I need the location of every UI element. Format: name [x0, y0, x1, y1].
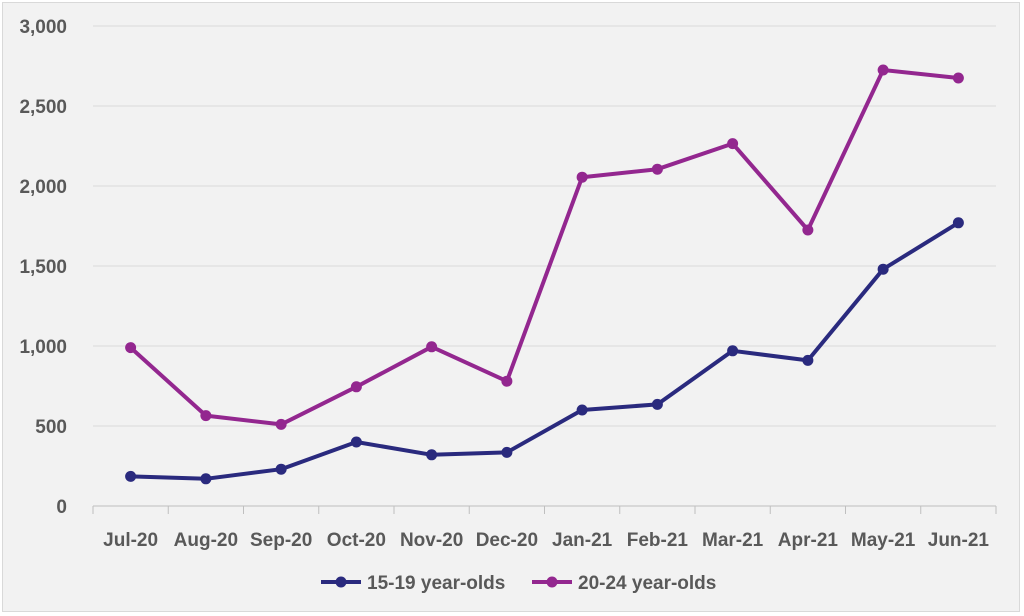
data-point [350, 381, 362, 393]
legend: 15-19 year-olds 20-24 year-olds [321, 573, 716, 594]
x-tick-label: Dec-20 [476, 530, 538, 551]
x-tick-label: Sep-20 [250, 530, 312, 551]
x-tick-label: Mar-21 [702, 530, 764, 551]
data-point [576, 171, 588, 183]
x-tick-label: Jan-21 [552, 530, 613, 551]
y-tick-label: 0 [56, 497, 67, 518]
data-point [952, 217, 964, 229]
data-point [651, 398, 663, 410]
y-tick-label: 2,000 [19, 177, 67, 198]
x-tick-label: Aug-20 [174, 530, 238, 551]
axes [92, 505, 997, 514]
data-point [651, 163, 663, 175]
data-point [877, 64, 889, 76]
data-point [727, 345, 739, 357]
y-tick-label: 3,000 [19, 17, 67, 38]
data-point [501, 375, 513, 387]
y-tick-label: 1,500 [19, 257, 67, 278]
x-tick-label: Apr-21 [778, 530, 839, 551]
data-point [426, 449, 438, 461]
data-point [501, 446, 513, 458]
x-tick-label: Feb-21 [627, 530, 689, 551]
legend-swatch-marker [335, 576, 347, 588]
data-point [802, 354, 814, 366]
x-tick-label: Jul-20 [103, 530, 158, 551]
legend-item: 20-24 year-olds [532, 573, 716, 594]
data-point [200, 473, 212, 485]
data-point [576, 404, 588, 416]
series-lines [125, 64, 964, 485]
y-axis-tick-labels: 0 500 1,000 1,500 2,000 2,500 3,000 [19, 17, 67, 518]
data-point [952, 72, 964, 84]
series-line [129, 68, 959, 427]
x-tick-label: Jun-21 [928, 530, 990, 551]
series-2 [125, 64, 964, 430]
x-tick-label: Nov-20 [400, 530, 463, 551]
legend-label: 20-24 year-olds [578, 573, 716, 594]
y-tick-label: 2,500 [19, 97, 67, 118]
grid-lines [93, 25, 996, 427]
x-axis-tick-labels: Jul-20 Aug-20 Sep-20 Oct-20 Nov-20 Dec-20 Jan-… [103, 530, 989, 551]
y-tick-label: 1,000 [19, 337, 67, 358]
data-point [125, 342, 137, 354]
x-tick-label: May-21 [851, 530, 916, 551]
legend-item: 15-19 year-olds [321, 573, 505, 594]
legend-swatch-marker [546, 576, 558, 588]
legend-label: 15-19 year-olds [367, 573, 505, 594]
data-point [125, 470, 137, 482]
series-line [130, 221, 960, 481]
data-point [802, 224, 814, 236]
series-1 [125, 217, 964, 485]
data-point [275, 418, 287, 430]
data-point [350, 436, 362, 448]
data-point [426, 341, 438, 353]
data-point [200, 410, 212, 422]
y-tick-label: 500 [35, 417, 67, 438]
data-point [727, 138, 739, 150]
line-chart: 0 500 1,000 1,500 2,000 2,500 3,000 Jul-20 Aug-… [19, 17, 997, 594]
data-point [275, 463, 287, 475]
x-tick-label: Oct-20 [327, 530, 386, 551]
data-point [877, 263, 889, 275]
